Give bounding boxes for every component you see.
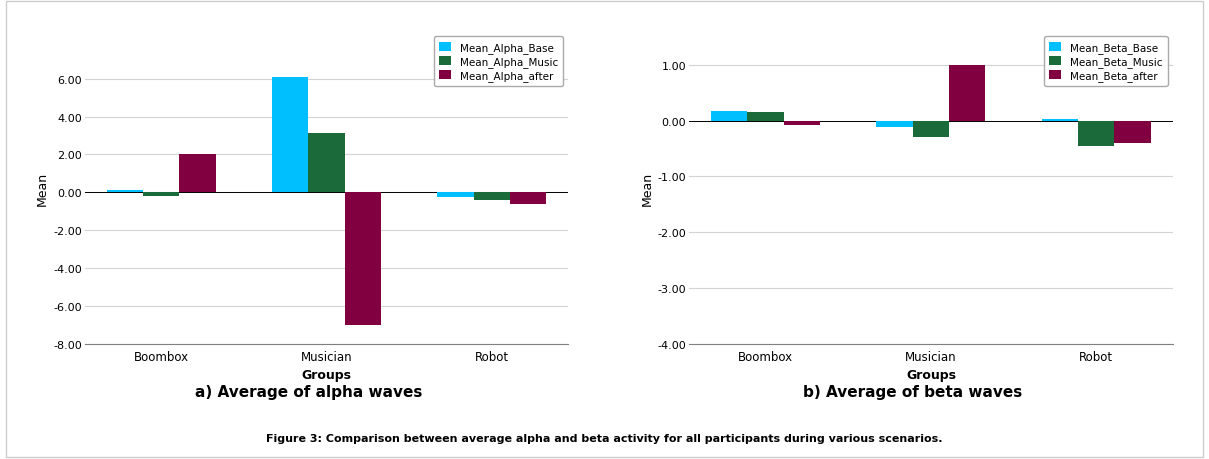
Text: Figure 3: Comparison between average alpha and beta activity for all participant: Figure 3: Comparison between average alp…	[266, 433, 943, 443]
X-axis label: Groups: Groups	[906, 368, 956, 381]
Bar	[1078, 121, 1115, 146]
Bar	[747, 112, 783, 121]
Bar	[143, 193, 179, 197]
Bar	[308, 133, 345, 193]
X-axis label: Groups: Groups	[301, 368, 352, 381]
Bar	[1115, 121, 1151, 144]
Text: b) Average of beta waves: b) Average of beta waves	[803, 384, 1023, 399]
Bar	[949, 66, 985, 121]
Bar	[474, 193, 510, 201]
Bar	[438, 193, 474, 198]
Bar	[1042, 120, 1078, 121]
Bar	[783, 121, 820, 126]
Y-axis label: Mean: Mean	[36, 171, 48, 205]
Text: a) Average of alpha waves: a) Average of alpha waves	[195, 384, 422, 399]
Y-axis label: Mean: Mean	[641, 171, 653, 205]
Legend: Mean_Alpha_Base, Mean_Alpha_Music, Mean_Alpha_after: Mean_Alpha_Base, Mean_Alpha_Music, Mean_…	[434, 37, 563, 87]
Bar	[179, 155, 215, 193]
Bar	[510, 193, 546, 204]
Bar	[345, 193, 381, 325]
Bar	[913, 121, 949, 138]
Bar	[711, 111, 747, 121]
Bar	[272, 78, 308, 193]
Bar	[106, 191, 143, 193]
Legend: Mean_Beta_Base, Mean_Beta_Music, Mean_Beta_after: Mean_Beta_Base, Mean_Beta_Music, Mean_Be…	[1043, 37, 1168, 87]
Bar	[877, 121, 913, 128]
